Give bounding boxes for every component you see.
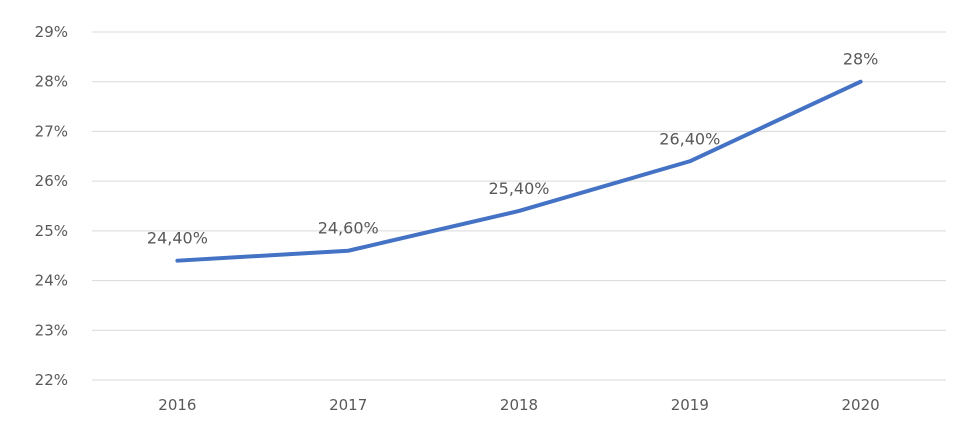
x-tick-label: 2019 — [671, 396, 709, 414]
data-label: 26,40% — [659, 129, 720, 148]
x-tick-label: 2018 — [500, 396, 538, 414]
y-axis-tick-labels: 22% 23% 24% 25% 26% 27% 28% 29% — [35, 23, 68, 389]
y-tick-label: 28% — [35, 73, 68, 91]
y-tick-label: 26% — [35, 172, 68, 190]
data-label: 24,60% — [318, 219, 379, 238]
data-label: 28% — [843, 50, 879, 69]
y-tick-label: 24% — [35, 272, 68, 290]
y-tick-label: 27% — [35, 122, 68, 140]
series — [175, 79, 863, 263]
data-point — [518, 210, 520, 212]
data-point — [176, 260, 178, 262]
data-point — [860, 81, 862, 83]
y-tick-label: 22% — [35, 371, 68, 389]
x-tick-label: 2016 — [158, 396, 196, 414]
data-label: 24,40% — [147, 229, 208, 248]
y-tick-label: 23% — [35, 321, 68, 339]
y-tick-label: 25% — [35, 222, 68, 240]
data-point — [689, 160, 691, 162]
x-axis-tick-labels: 2016 2017 2018 2019 2020 — [158, 396, 879, 414]
series-line — [175, 79, 863, 263]
x-tick-label: 2017 — [329, 396, 367, 414]
gridlines — [92, 31, 946, 381]
y-tick-label: 29% — [35, 23, 68, 41]
data-labels: 24,40% 24,60% 25,40% 26,40% 28% — [147, 50, 878, 248]
data-label: 25,40% — [488, 179, 549, 198]
data-point — [347, 250, 349, 252]
x-tick-label: 2020 — [842, 396, 880, 414]
